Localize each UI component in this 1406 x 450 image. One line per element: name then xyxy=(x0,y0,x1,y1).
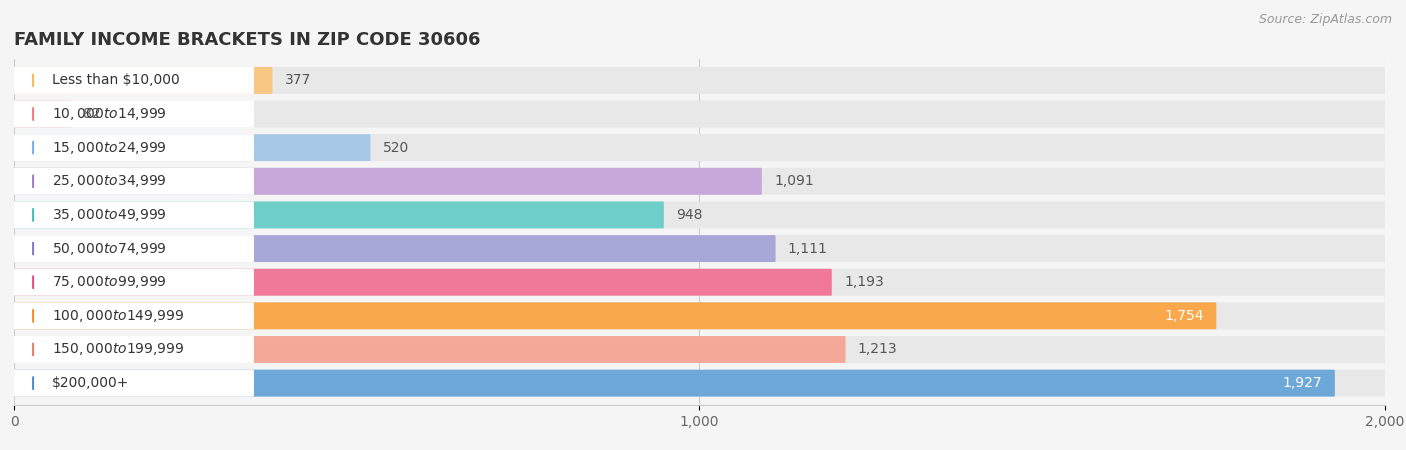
FancyBboxPatch shape xyxy=(13,67,254,94)
FancyBboxPatch shape xyxy=(14,269,1385,296)
Text: 948: 948 xyxy=(676,208,703,222)
FancyBboxPatch shape xyxy=(14,302,1216,329)
FancyBboxPatch shape xyxy=(14,336,845,363)
FancyBboxPatch shape xyxy=(14,168,1385,195)
Text: $100,000 to $149,999: $100,000 to $149,999 xyxy=(52,308,184,324)
Text: Source: ZipAtlas.com: Source: ZipAtlas.com xyxy=(1258,14,1392,27)
Text: $200,000+: $200,000+ xyxy=(52,376,129,390)
FancyBboxPatch shape xyxy=(13,235,254,262)
FancyBboxPatch shape xyxy=(14,370,1334,396)
FancyBboxPatch shape xyxy=(14,269,832,296)
Text: 1,091: 1,091 xyxy=(775,174,814,188)
FancyBboxPatch shape xyxy=(13,202,254,229)
FancyBboxPatch shape xyxy=(14,134,371,161)
Text: Less than $10,000: Less than $10,000 xyxy=(52,73,180,87)
FancyBboxPatch shape xyxy=(14,370,1385,396)
Text: 1,927: 1,927 xyxy=(1282,376,1323,390)
Text: 520: 520 xyxy=(382,141,409,155)
FancyBboxPatch shape xyxy=(13,168,254,195)
Text: $35,000 to $49,999: $35,000 to $49,999 xyxy=(52,207,166,223)
Text: 82: 82 xyxy=(83,107,100,121)
Text: FAMILY INCOME BRACKETS IN ZIP CODE 30606: FAMILY INCOME BRACKETS IN ZIP CODE 30606 xyxy=(14,31,481,49)
Text: 1,193: 1,193 xyxy=(844,275,884,289)
FancyBboxPatch shape xyxy=(14,235,776,262)
Text: 1,754: 1,754 xyxy=(1164,309,1204,323)
FancyBboxPatch shape xyxy=(13,336,254,363)
FancyBboxPatch shape xyxy=(13,134,254,161)
FancyBboxPatch shape xyxy=(13,100,254,127)
FancyBboxPatch shape xyxy=(14,67,1385,94)
FancyBboxPatch shape xyxy=(14,202,1385,229)
Text: 377: 377 xyxy=(285,73,311,87)
Text: $25,000 to $34,999: $25,000 to $34,999 xyxy=(52,173,166,189)
Text: $75,000 to $99,999: $75,000 to $99,999 xyxy=(52,274,166,290)
FancyBboxPatch shape xyxy=(14,302,1385,329)
Text: $50,000 to $74,999: $50,000 to $74,999 xyxy=(52,241,166,256)
FancyBboxPatch shape xyxy=(14,336,1385,363)
FancyBboxPatch shape xyxy=(14,67,273,94)
FancyBboxPatch shape xyxy=(14,134,1385,161)
FancyBboxPatch shape xyxy=(13,302,254,329)
FancyBboxPatch shape xyxy=(13,269,254,296)
Text: 1,213: 1,213 xyxy=(858,342,897,356)
FancyBboxPatch shape xyxy=(14,168,762,195)
FancyBboxPatch shape xyxy=(13,370,254,396)
Text: $10,000 to $14,999: $10,000 to $14,999 xyxy=(52,106,166,122)
FancyBboxPatch shape xyxy=(14,235,1385,262)
Text: $15,000 to $24,999: $15,000 to $24,999 xyxy=(52,140,166,156)
Text: $150,000 to $199,999: $150,000 to $199,999 xyxy=(52,342,184,357)
Text: 1,111: 1,111 xyxy=(787,242,828,256)
FancyBboxPatch shape xyxy=(14,100,1385,127)
FancyBboxPatch shape xyxy=(14,202,664,229)
FancyBboxPatch shape xyxy=(14,100,70,127)
